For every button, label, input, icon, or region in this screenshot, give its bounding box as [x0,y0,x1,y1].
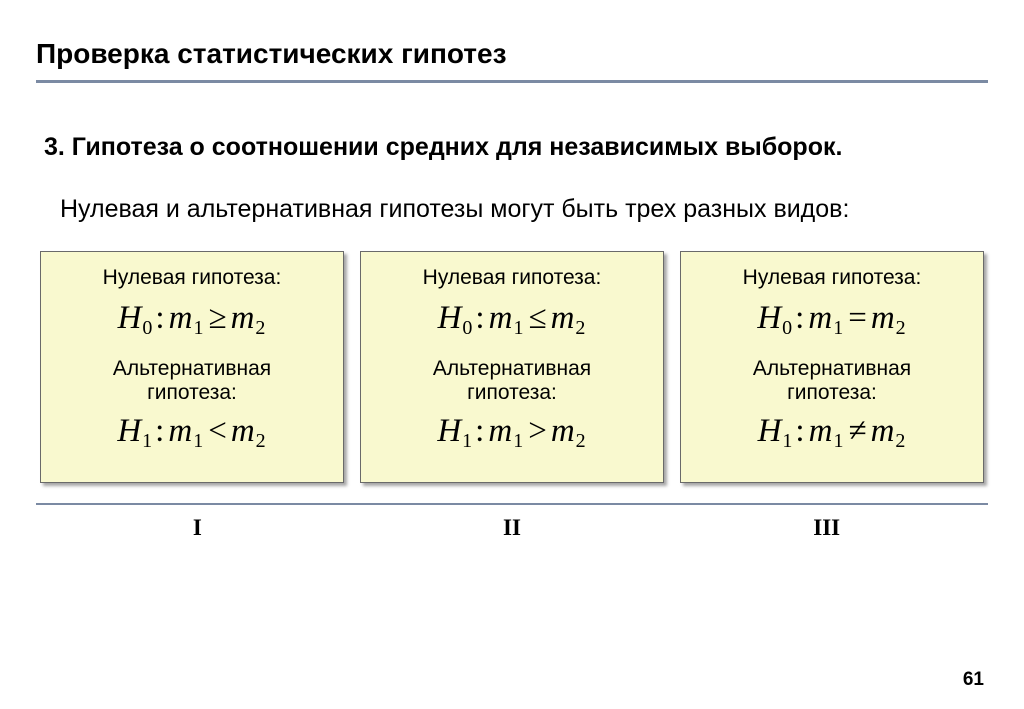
relation-op: ≠ [844,413,870,449]
lead-text: Нулевая и альтернативная гипотезы могут … [36,193,988,227]
sym-m1-sub: 1 [192,430,204,452]
null-hypothesis-label: Нулевая гипотеза: [49,266,335,290]
sym-m2-sub: 2 [575,430,587,452]
colon: : [473,300,488,336]
alt-label-line1: Альтернативная [113,357,271,380]
sym-m2-sub: 2 [254,317,266,339]
sym-m2-sub: 2 [574,317,586,339]
roman-row: I II III [36,515,988,541]
sym-m1: m [809,413,833,449]
alt-label-line1: Альтернативная [433,357,591,380]
sym-H-sub: 0 [461,317,473,339]
sym-m1-sub: 1 [832,430,844,452]
sym-H-sub: 1 [781,430,793,452]
alt-label-line2: гипотеза: [787,381,877,404]
hypothesis-boxes-row: Нулевая гипотеза: H0:m1≥m2 Альтернативна… [36,251,988,483]
sym-H: H [757,300,781,336]
relation-op: > [524,413,551,449]
hypothesis-box: Нулевая гипотеза: H0:m1≤m2 Альтернативна… [360,251,664,483]
sym-m1: m [489,300,513,336]
slide-title: Проверка статистических гипотез [36,38,988,70]
sym-H: H [437,413,461,449]
sym-m1: m [168,413,192,449]
alt-label-line2: гипотеза: [147,381,237,404]
sym-H: H [438,300,462,336]
colon: : [793,413,808,449]
sym-m1-sub: 1 [512,430,524,452]
sym-m2: m [231,300,255,336]
alt-hypothesis-label: Альтернативная гипотеза: [689,357,975,405]
alt-hypothesis-formula: H1:m1≠m2 [689,413,975,452]
null-hypothesis-label: Нулевая гипотеза: [689,266,975,290]
relation-op: ≤ [524,300,550,336]
sym-H-sub: 0 [781,317,793,339]
sym-m1: m [169,300,193,336]
sym-m1: m [808,300,832,336]
sym-H: H [118,300,142,336]
colon: : [153,300,168,336]
alt-label-line1: Альтернативная [753,357,911,380]
colon: : [473,413,488,449]
roman-numeral: I [40,515,355,541]
alt-hypothesis-label: Альтернативная гипотеза: [369,357,655,405]
colon: : [153,413,168,449]
colon: : [793,300,808,336]
sym-m1-sub: 1 [832,317,844,339]
title-underline [36,80,988,83]
roman-numeral: II [355,515,670,541]
null-hypothesis-formula: H0:m1≤m2 [369,300,655,339]
sym-m2-sub: 2 [255,430,267,452]
alt-hypothesis-formula: H1:m1<m2 [49,413,335,452]
bottom-rule [36,503,988,505]
roman-numeral: III [669,515,984,541]
hypothesis-box: Нулевая гипотеза: H0:m1=m2 Альтернативна… [680,251,984,483]
sym-H-sub: 1 [141,430,153,452]
hypothesis-box: Нулевая гипотеза: H0:m1≥m2 Альтернативна… [40,251,344,483]
sym-H: H [758,413,782,449]
sym-m2-sub: 2 [895,317,907,339]
null-hypothesis-label: Нулевая гипотеза: [369,266,655,290]
sym-H-sub: 0 [141,317,153,339]
sym-m2: m [551,413,575,449]
alt-hypothesis-label: Альтернативная гипотеза: [49,357,335,405]
sym-m2: m [871,413,895,449]
relation-op: ≥ [204,300,230,336]
relation-op: < [204,413,231,449]
sym-m1-sub: 1 [512,317,524,339]
sym-H-sub: 1 [461,430,473,452]
null-hypothesis-formula: H0:m1=m2 [689,300,975,339]
page-number: 61 [963,669,984,691]
alt-hypothesis-formula: H1:m1>m2 [369,413,655,452]
sym-m1: m [488,413,512,449]
sym-m2-sub: 2 [894,430,906,452]
sym-m1-sub: 1 [192,317,204,339]
sym-m2: m [231,413,255,449]
sym-m2: m [551,300,575,336]
sym-H: H [117,413,141,449]
alt-label-line2: гипотеза: [467,381,557,404]
slide-subtitle: 3. Гипотеза о соотношении средних для не… [36,131,988,165]
null-hypothesis-formula: H0:m1≥m2 [49,300,335,339]
sym-m2: m [871,300,895,336]
slide: Проверка статистических гипотез 3. Гипот… [0,0,1024,709]
relation-op: = [844,300,871,336]
